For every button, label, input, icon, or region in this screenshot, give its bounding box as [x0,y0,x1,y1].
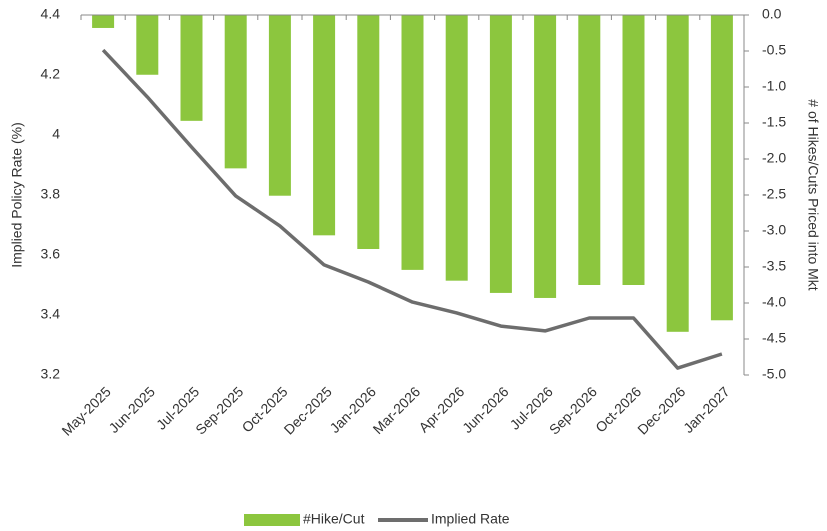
y2-tick-label: -2.5 [762,186,786,202]
y2-tick-label: 0.0 [762,6,782,22]
y2-tick-label: -4.0 [762,294,786,310]
y-tick-label: 3.2 [41,366,61,382]
y2-tick-label: -0.5 [762,42,786,58]
bar [313,15,336,236]
x-tick-label: Dec-2025 [281,383,335,437]
bar [622,15,645,285]
y-tick-label: 4.4 [41,6,61,22]
y-tick-label: 3.4 [41,306,61,322]
bar [92,15,115,28]
bar [445,15,468,281]
y2-tick-label: -1.5 [762,114,786,130]
y-tick-label: 3.8 [41,186,61,202]
bar [489,15,512,293]
bar [357,15,380,249]
x-tick-label: May-2025 [58,383,113,438]
x-tick-label: Apr-2026 [415,383,467,435]
legend-swatch [244,514,300,526]
y-axis-title: Implied Policy Rate (%) [9,122,25,268]
y2-tick-label: -1.0 [762,78,786,94]
bar [666,15,689,332]
y-tick-label: 4 [52,126,60,142]
x-tick-label: Sep-2025 [192,383,246,437]
bar [534,15,557,298]
bar [710,15,733,321]
bar [578,15,601,285]
legend-label: Implied Rate [431,511,510,527]
bar [180,15,203,121]
y-tick-label: 4.2 [41,66,61,82]
y2-tick-label: -3.5 [762,258,786,274]
y2-axis-title: # of Hikes/Cuts Priced into Mkt [805,99,821,291]
bar [224,15,247,169]
bar [136,15,159,75]
bar [268,15,291,196]
x-tick-label: Jun-2025 [105,383,158,436]
y2-tick-label: -3.0 [762,222,786,238]
x-tick-label: Dec-2026 [634,383,688,437]
x-tick-label: Sep-2026 [546,383,600,437]
line [101,48,723,370]
x-tick-label: Mar-2026 [370,383,424,437]
y-tick-label: 3.6 [41,246,61,262]
bar [401,15,424,270]
y2-tick-label: -2.0 [762,150,786,166]
x-tick-label: Jun-2026 [459,383,512,436]
x-tick-label: Jan-2027 [680,383,733,436]
y2-tick-label: -4.5 [762,330,786,346]
legend-label: #Hike/Cut [303,511,365,527]
y2-tick-label: -5.0 [762,366,786,382]
